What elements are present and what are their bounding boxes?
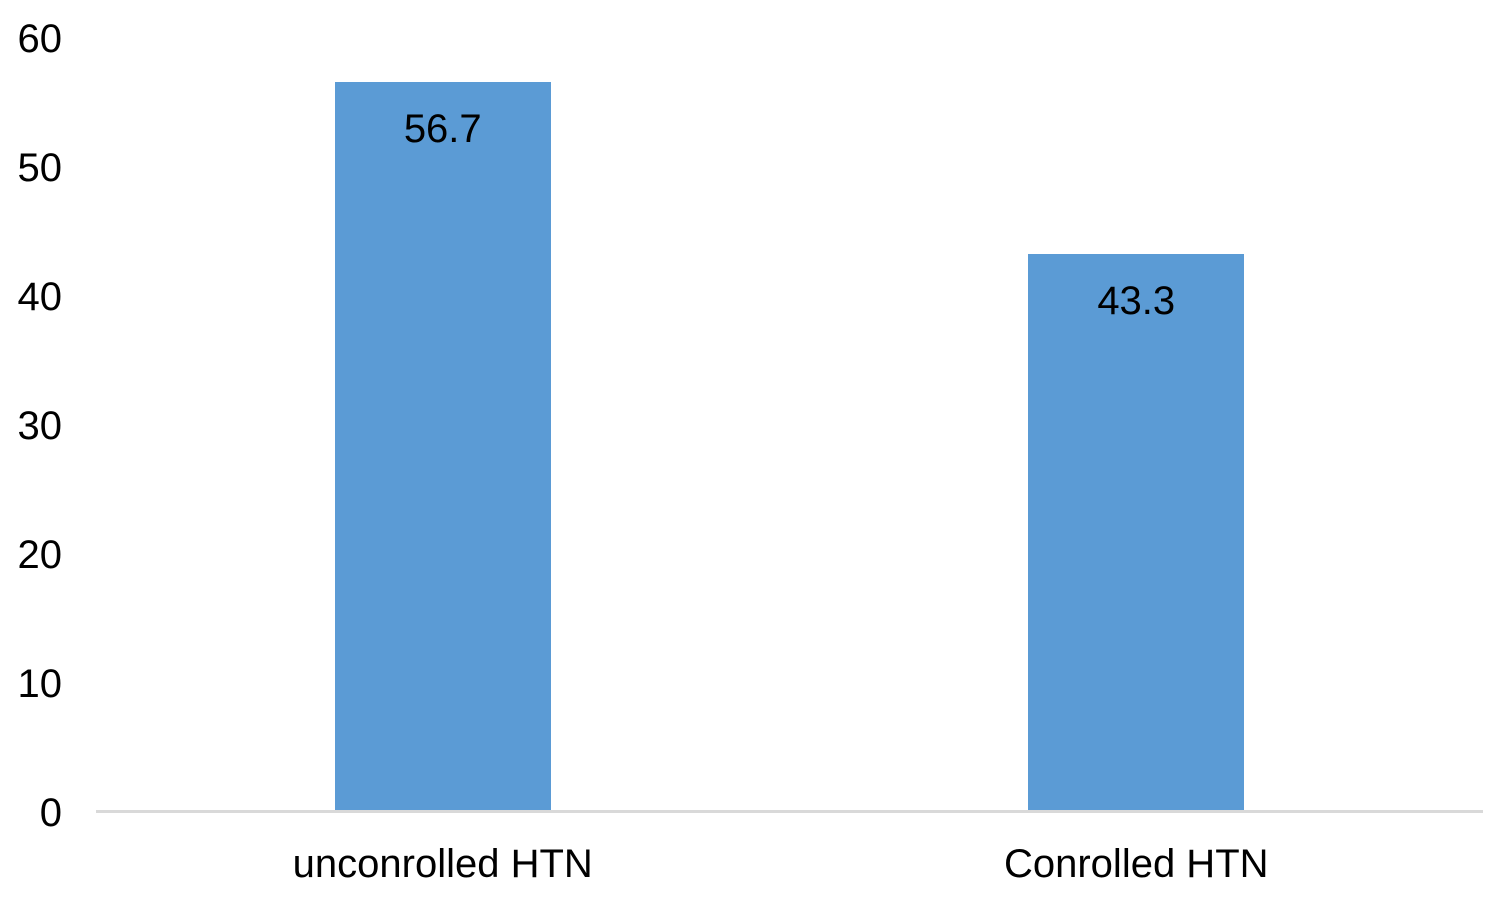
y-axis-tick-label: 20 (17, 533, 63, 577)
x-axis-category-label: unconrolled HTN (292, 842, 593, 886)
y-axis-tick-label: 0 (39, 791, 62, 835)
bar-value-label: 56.7 (403, 106, 482, 151)
y-axis-tick-label: 50 (17, 146, 63, 190)
y-axis-tick-label: 30 (17, 404, 63, 448)
x-axis-category-label: Conrolled HTN (1003, 842, 1269, 886)
bar (334, 81, 551, 810)
y-axis-tick-label: 40 (17, 275, 63, 319)
x-axis-line (96, 810, 1483, 813)
bar (1028, 254, 1245, 810)
y-axis-tick-label: 60 (17, 17, 63, 61)
bar-value-label: 43.3 (1097, 279, 1176, 324)
y-axis-tick-label: 10 (17, 662, 63, 706)
